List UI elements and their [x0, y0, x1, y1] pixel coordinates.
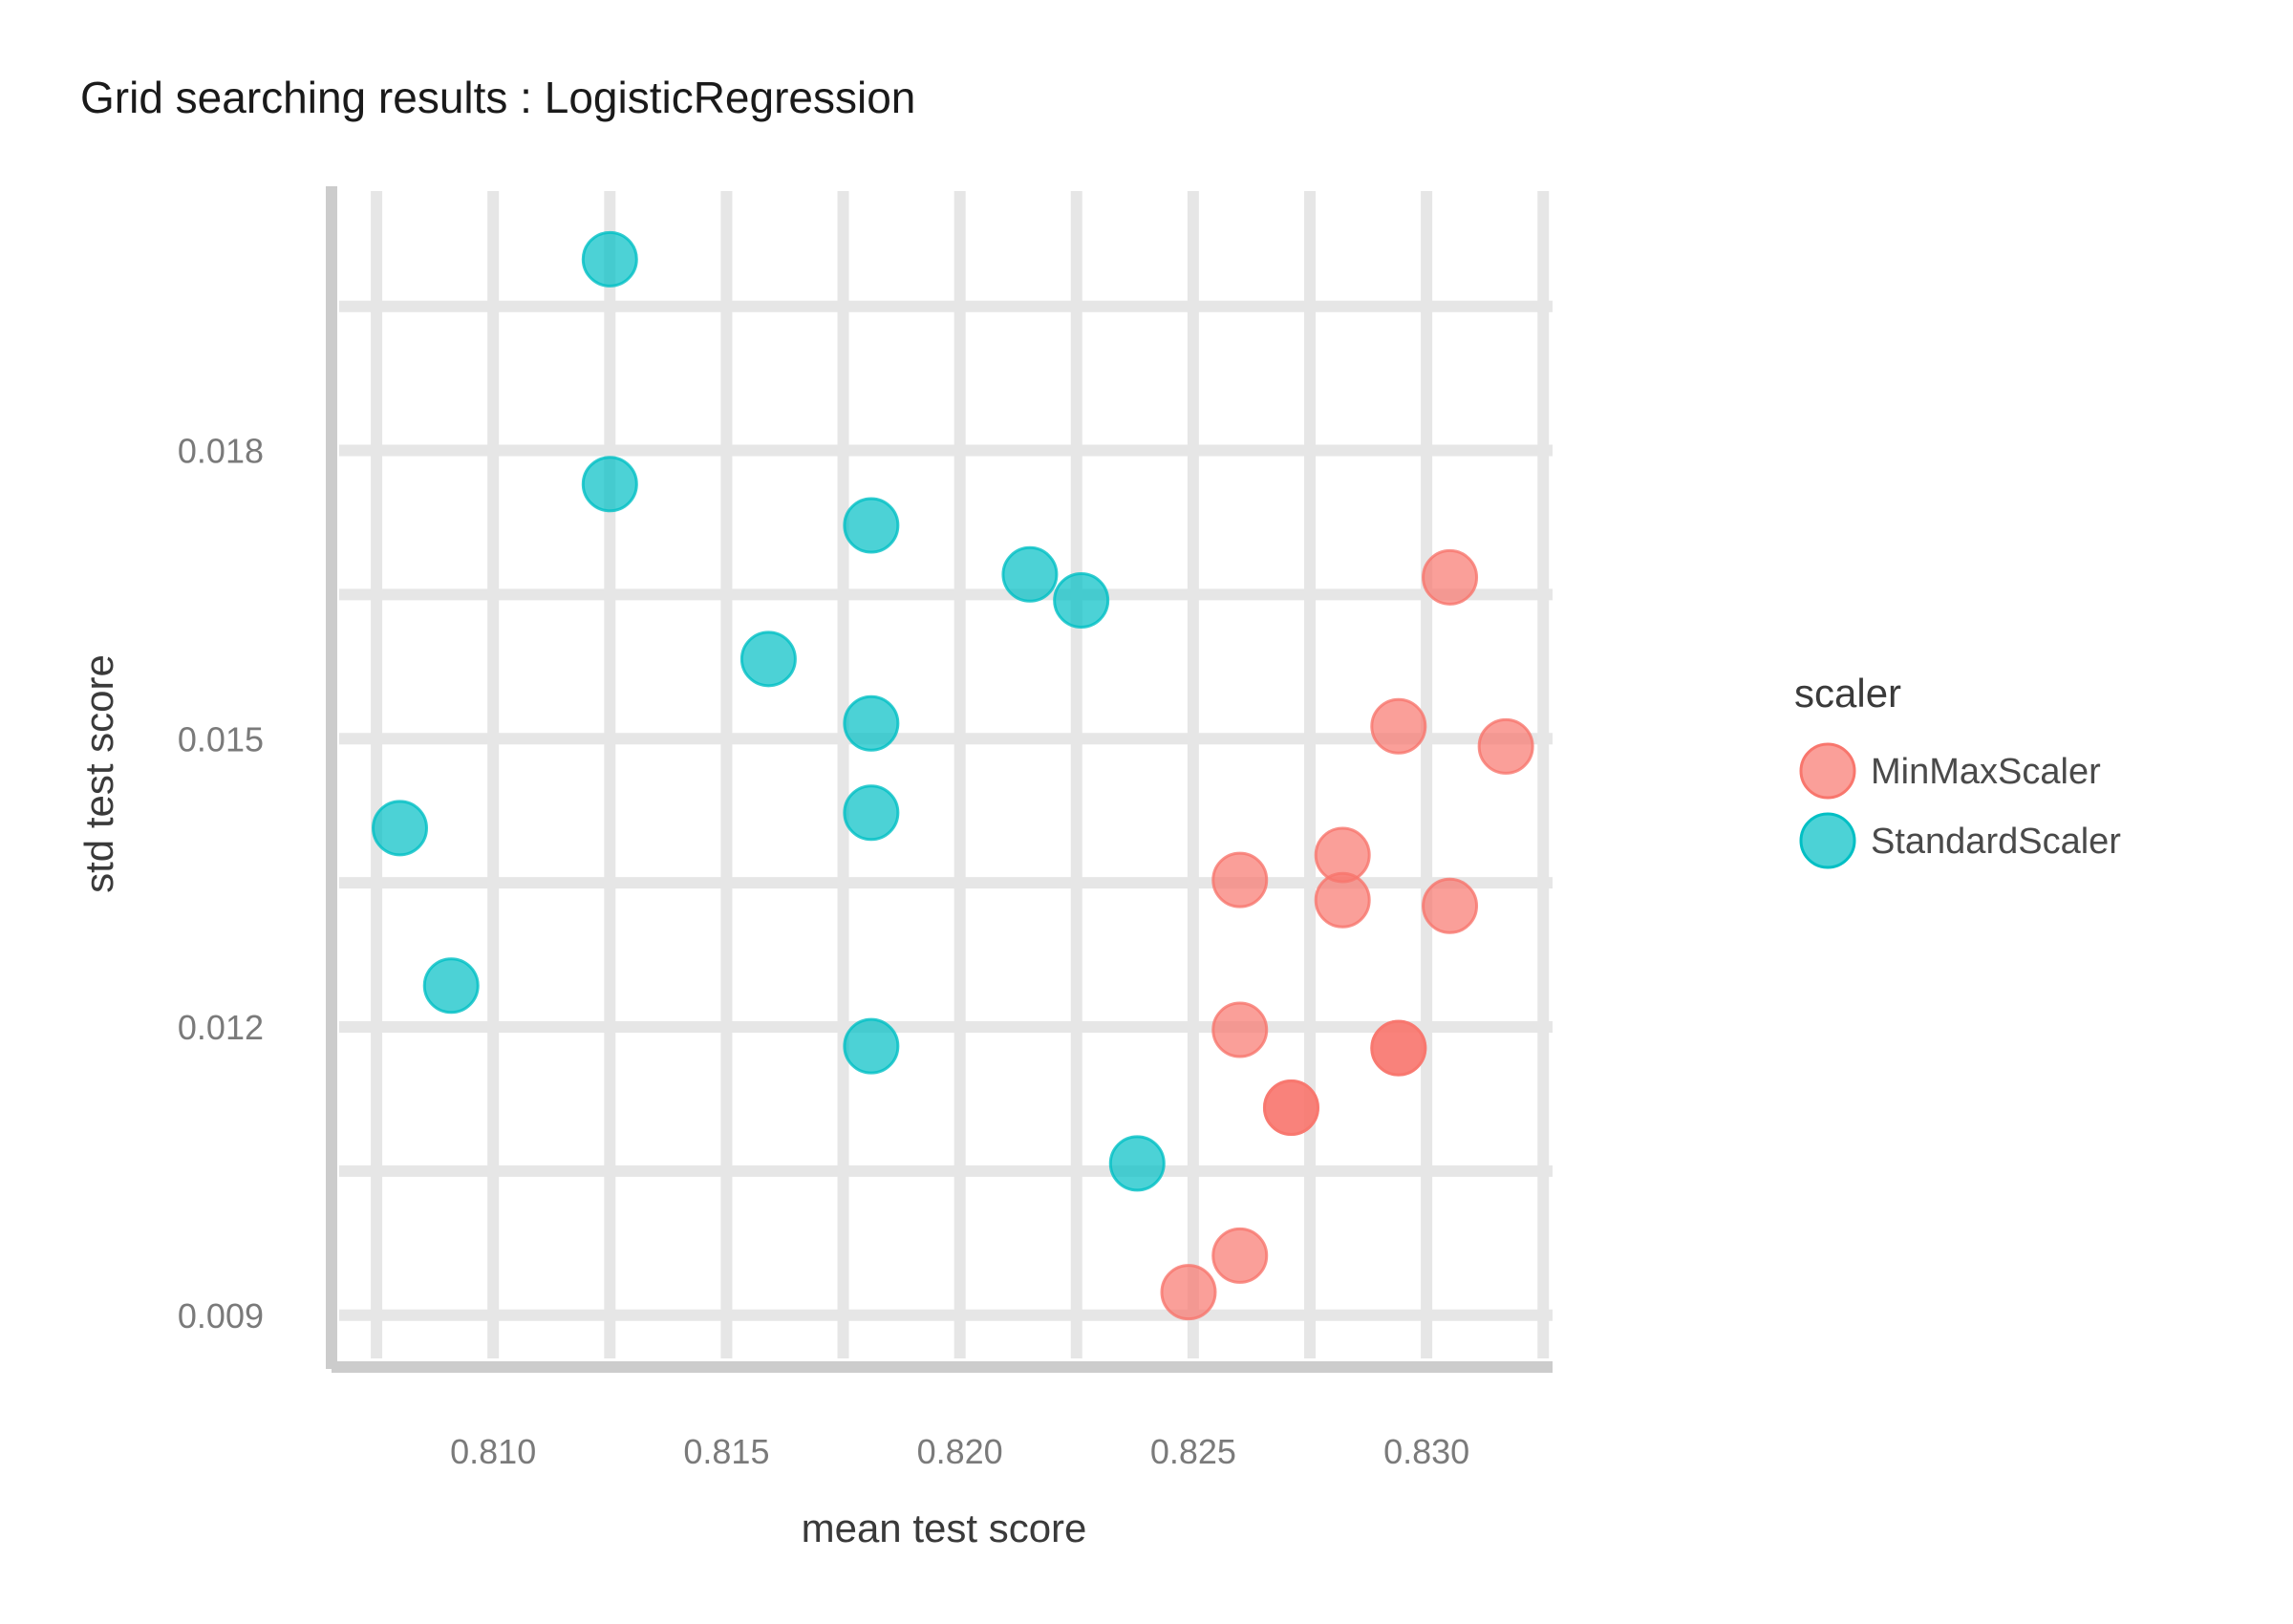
data-point-standardscaler [581, 456, 638, 513]
x-tick-label: 0.810 [450, 1432, 536, 1471]
y-tick-label: 0.009 [178, 1296, 264, 1336]
x-tick-labels: 0.810 0.815 0.820 0.825 0.830 [450, 1432, 1469, 1471]
y-tick-label: 0.018 [178, 432, 264, 471]
y-tick-labels: 0.009 0.012 0.015 0.018 [178, 432, 264, 1336]
data-point-standardscaler [372, 800, 428, 857]
axes [326, 186, 1553, 1373]
y-tick-label: 0.015 [178, 719, 264, 759]
data-point-minmaxscaler [1211, 1227, 1269, 1284]
legend-marker-minmaxscaler [1799, 742, 1856, 800]
x-axis-title: mean test score [802, 1506, 1087, 1550]
data-point-minmaxscaler [1370, 1019, 1427, 1077]
x-tick-label: 0.825 [1150, 1432, 1236, 1471]
data-point-standardscaler [843, 497, 900, 554]
data-point-standardscaler [843, 694, 900, 752]
data-point-minmaxscaler [1422, 548, 1479, 606]
data-point-standardscaler [1108, 1135, 1166, 1192]
data-point-standardscaler [1001, 545, 1059, 603]
x-tick-label: 0.830 [1383, 1432, 1469, 1471]
legend: scaler MinMaxScaler StandardScaler [1794, 671, 2121, 869]
x-tick-label: 0.820 [917, 1432, 1003, 1471]
data-point-minmaxscaler [1314, 871, 1371, 929]
grid-lines [339, 191, 1553, 1358]
y-tick-label: 0.012 [178, 1008, 264, 1047]
data-point-minmaxscaler [1370, 697, 1427, 755]
data-point-standardscaler [422, 957, 480, 1015]
data-point-minmaxscaler [1211, 851, 1269, 908]
data-point-minmaxscaler [1422, 877, 1479, 934]
legend-marker-standardscaler [1799, 812, 1856, 869]
data-point-minmaxscaler [1262, 1079, 1319, 1137]
data-point-standardscaler [843, 784, 900, 842]
data-point-standardscaler [739, 630, 797, 688]
data-point-standardscaler [843, 1017, 900, 1075]
data-point-minmaxscaler [1477, 717, 1534, 775]
data-point-minmaxscaler [1211, 1001, 1269, 1058]
data-point-standardscaler [1053, 571, 1110, 629]
data-points [372, 230, 1534, 1321]
x-tick-label: 0.815 [683, 1432, 769, 1471]
data-point-minmaxscaler [1160, 1264, 1217, 1321]
legend-label-standardscaler: StandardScaler [1871, 822, 2121, 862]
data-point-standardscaler [581, 230, 638, 288]
legend-label-minmaxscaler: MinMaxScaler [1871, 752, 2101, 792]
chart-title: Grid searching results : LogisticRegress… [80, 73, 915, 122]
legend-title: scaler [1794, 671, 1901, 716]
y-axis-title: std test score [76, 654, 121, 893]
